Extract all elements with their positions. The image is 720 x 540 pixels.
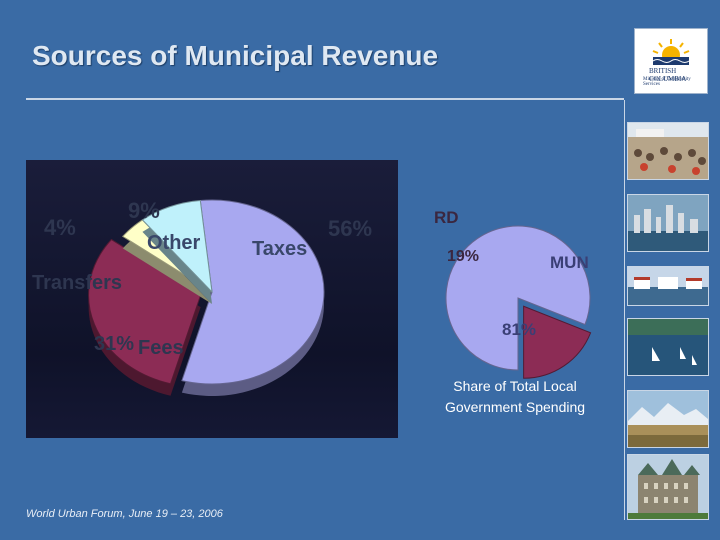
pie2-slice-label-19: 19%	[447, 248, 480, 265]
pie1-slice-name-transfers: Transfers	[32, 272, 123, 294]
pie2-title: Share of Total Local Government Spending	[444, 378, 586, 415]
logo-wordmark: BRITISH COLUMBIA	[649, 67, 687, 83]
pie1-slice-label-31: 31%	[94, 333, 135, 355]
pie1-slice-fees	[88, 238, 202, 385]
pie2-slice-mun	[445, 225, 591, 371]
slide-title: Sources of Municipal Revenue	[32, 40, 439, 71]
pie2-slice-label-81: 81%	[502, 320, 537, 339]
photo-sailboats	[627, 318, 709, 376]
photo-crowd	[627, 122, 709, 180]
pie2-slice-rd	[523, 305, 592, 379]
title-divider	[26, 98, 624, 100]
sidebar-divider	[624, 100, 625, 520]
pie2-slice-name-rd: RD	[434, 208, 459, 227]
logo-ministry: Ministry of Community Services	[643, 77, 691, 87]
bc-logo: BRITISH COLUMBIA Ministry of Community S…	[634, 28, 708, 94]
pie1-slice-name-other: Other	[147, 232, 201, 254]
pie1-slice-name-fees: Fees	[138, 337, 184, 359]
footer-text: World Urban Forum, June 19 – 23, 2006	[26, 508, 223, 520]
pie1-slice-name-taxes: Taxes	[252, 238, 308, 260]
pie1-slice-other	[141, 199, 213, 294]
pie1-slice-label-56: 56%	[328, 216, 373, 241]
sun-logo-icon	[652, 39, 690, 65]
pie2-slice-name-mun: MUN	[550, 253, 589, 272]
pie1-slice-taxes	[181, 199, 325, 385]
photo-hotel	[627, 454, 709, 520]
photo-waterfront	[627, 266, 709, 306]
photo-city	[627, 194, 709, 252]
pie1-slice-label-4: 4%	[44, 215, 76, 240]
photo-mountains	[627, 390, 709, 448]
pie1-slice-label-9: 9%	[128, 198, 160, 223]
